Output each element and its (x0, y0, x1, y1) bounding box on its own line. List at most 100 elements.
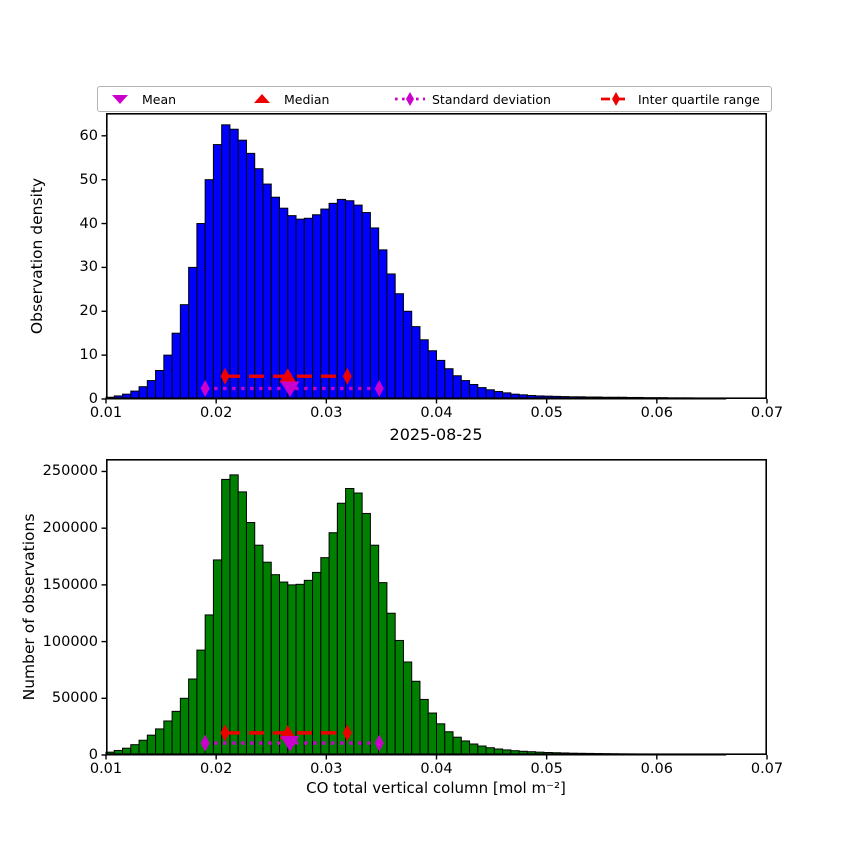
histogram-bar (452, 736, 462, 756)
mean-marker (280, 381, 300, 397)
histogram-bar (353, 492, 363, 756)
histogram-bar (155, 369, 165, 400)
histogram-bar (221, 124, 231, 400)
histogram-bar (378, 249, 388, 400)
histogram-bar (394, 639, 404, 756)
histogram-bar (171, 710, 181, 756)
histogram-bar (245, 522, 256, 756)
histogram-bar (204, 179, 214, 400)
y-tick-label: 250000 (42, 463, 98, 480)
histogram-bar (460, 380, 471, 400)
x-tick-label: 0.01 (89, 405, 123, 421)
histogram-bar (436, 359, 446, 400)
histogram-bar (345, 487, 355, 756)
histogram-bar (138, 739, 148, 756)
x-tick-label: 0.03 (310, 761, 343, 777)
histogram-bar (138, 386, 148, 400)
histogram-bar (312, 571, 322, 756)
histogram-bar (179, 304, 190, 400)
histogram-bar (295, 583, 305, 756)
y-tick-label: 60 (79, 127, 98, 144)
x-axis-label: CO total vertical column [mol m⁻²] (306, 779, 566, 797)
median-marker (279, 724, 297, 740)
x-tick-label: 0.05 (530, 405, 563, 421)
histogram-bar (254, 544, 264, 756)
histogram-bar (336, 502, 347, 756)
histogram-bar (328, 202, 338, 400)
legend-item-mean: Mean (104, 87, 176, 111)
histogram-bar (237, 491, 247, 756)
std-left-diamond-marker (200, 734, 210, 752)
histogram-bar (188, 678, 198, 756)
x-tick-label: 0.07 (750, 405, 784, 421)
y-tick-label: 40 (79, 215, 98, 232)
y-axis-label-counts: Number of observations (20, 513, 38, 701)
y-tick-label: 20 (79, 303, 98, 320)
histogram-bar (270, 196, 281, 400)
triangle-down-icon (112, 95, 128, 104)
histogram-bar (361, 212, 371, 400)
x-tick-label: 0.02 (200, 405, 233, 421)
y-tick-label: 150000 (42, 576, 98, 593)
histogram-svg-counts (101, 459, 768, 760)
histogram-bar (188, 266, 198, 400)
histogram-bar (262, 561, 272, 756)
histogram-bar (295, 218, 305, 400)
histogram-bar (386, 612, 396, 756)
histogram-bar (229, 474, 239, 756)
legend-item-median: Median (246, 87, 329, 111)
histogram-bar (245, 152, 256, 400)
legend-item-label: Standard deviation (432, 91, 551, 107)
histogram-bar (411, 680, 421, 756)
iqr-left-diamond-marker (220, 724, 230, 742)
y-tick-label: 10 (79, 346, 98, 363)
histogram-bar (179, 697, 190, 756)
histogram-bar (444, 731, 454, 756)
histogram-bar (402, 661, 413, 756)
histogram-bar (469, 743, 479, 756)
y-tick-label: 0 (88, 746, 98, 763)
histogram-bar (163, 720, 173, 756)
x-tick-label: 0.06 (640, 761, 673, 777)
triangle-up-icon (254, 94, 270, 103)
histogram-bar (361, 512, 371, 756)
x-tick-label: 0.04 (420, 405, 453, 421)
x-tick-label: 0.05 (530, 761, 563, 777)
histogram-bar (155, 728, 165, 756)
histogram-bar (386, 273, 396, 400)
histogram-bar (163, 354, 173, 400)
iqr-right-diamond-marker (342, 724, 352, 742)
histogram-bar (303, 579, 314, 756)
median-marker (279, 368, 297, 383)
x-tick-label: 0.02 (200, 761, 233, 777)
histogram-bar (328, 532, 338, 756)
histogram-bar (378, 582, 388, 756)
y-tick-label: 0 (88, 390, 98, 407)
axes-density (101, 113, 768, 404)
y-tick-label: 50000 (51, 690, 98, 707)
legend-item-label: Mean (142, 91, 177, 107)
legend-item-label: Inter quartile range (638, 91, 760, 107)
y-tick-label: 50 (79, 171, 98, 188)
x-tick-label: 0.01 (89, 761, 123, 777)
axes-spines (106, 113, 768, 399)
axes-spines (106, 459, 768, 755)
iqr-left-diamond-marker (220, 367, 230, 385)
diamond-dashed-line-icon (601, 92, 631, 106)
std-right-diamond-marker (374, 734, 384, 752)
histogram-bar (204, 614, 214, 756)
iqr-right-diamond-marker (342, 367, 352, 385)
histogram-bar (411, 326, 421, 400)
legend-item-inter-quartile-range: Inter quartile range (600, 87, 760, 111)
mean-marker (280, 736, 300, 752)
histogram-bar (419, 339, 429, 400)
histogram-bar (369, 227, 380, 400)
histogram-bar (312, 214, 322, 400)
x-tick-label: 0.06 (640, 405, 673, 421)
histogram-bar (171, 332, 181, 400)
histogram-bar (270, 574, 281, 756)
histogram-bar (427, 350, 437, 400)
x-tick-label: 0.07 (750, 761, 784, 777)
histogram-bar (402, 310, 413, 400)
histogram-bar (477, 387, 487, 400)
